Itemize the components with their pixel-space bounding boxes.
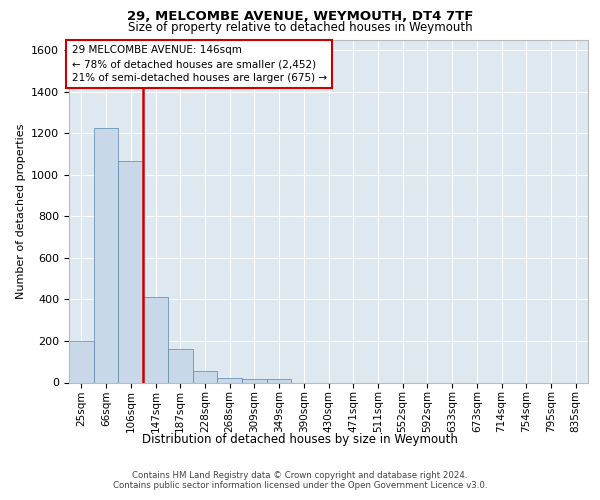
Bar [217,378,242,382]
Text: 29, MELCOMBE AVENUE, WEYMOUTH, DT4 7TF: 29, MELCOMBE AVENUE, WEYMOUTH, DT4 7TF [127,10,473,23]
Text: 29 MELCOMBE AVENUE: 146sqm
← 78% of detached houses are smaller (2,452)
21% of s: 29 MELCOMBE AVENUE: 146sqm ← 78% of deta… [71,45,327,83]
Bar [143,298,168,382]
Bar [267,380,292,382]
Bar [118,162,143,382]
Bar [168,350,193,382]
Text: Size of property relative to detached houses in Weymouth: Size of property relative to detached ho… [128,21,472,34]
Y-axis label: Number of detached properties: Number of detached properties [16,124,26,299]
Bar [193,371,217,382]
Bar [69,341,94,382]
Bar [242,380,267,382]
Text: Contains public sector information licensed under the Open Government Licence v3: Contains public sector information licen… [113,481,487,490]
Bar [94,128,118,382]
Text: Contains HM Land Registry data © Crown copyright and database right 2024.: Contains HM Land Registry data © Crown c… [132,471,468,480]
Text: Distribution of detached houses by size in Weymouth: Distribution of detached houses by size … [142,432,458,446]
